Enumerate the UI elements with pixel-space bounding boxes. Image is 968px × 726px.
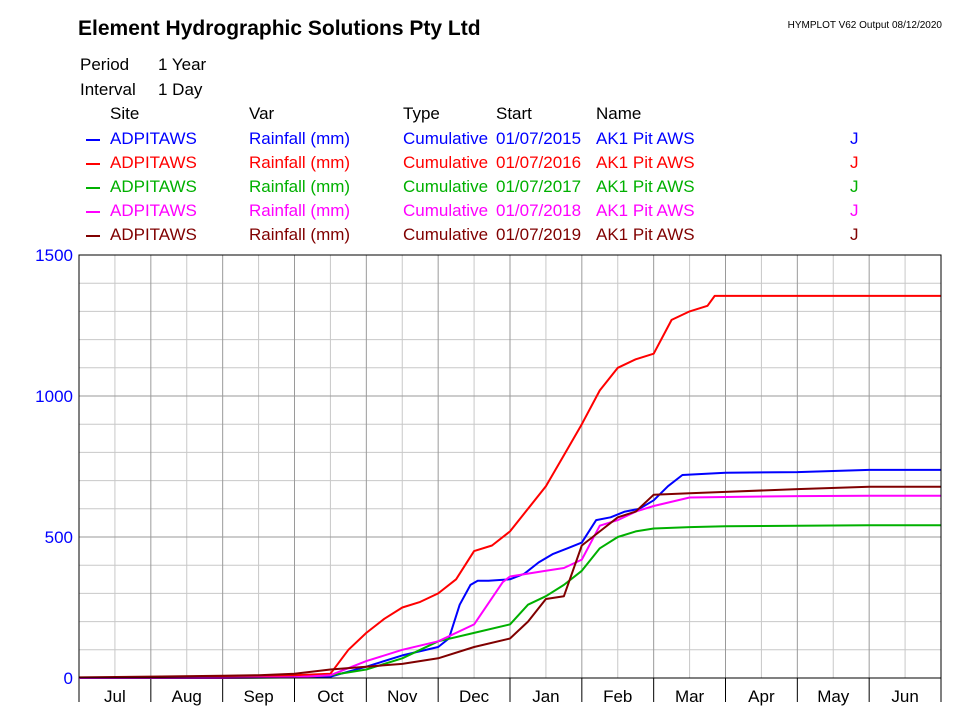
x-tick-label: May [817, 687, 850, 706]
legend-start: 01/07/2017 [496, 177, 582, 196]
legend-swatch [86, 235, 100, 237]
legend-var: Rainfall (mm) [249, 153, 351, 172]
legend-entry: ADPITAWS Rainfall (mm) Cumulative 01/07/201… [0, 225, 968, 249]
x-tick-label: Feb [603, 687, 632, 706]
plot-border [78, 254, 942, 679]
series-line [79, 468, 941, 679]
legend-entry: ADPITAWS Rainfall (mm) Cumulative 01/07/201… [0, 201, 968, 225]
x-tick-label: Dec [459, 687, 490, 706]
period-value: 1 Year [158, 55, 207, 74]
legend-flag: J [850, 225, 859, 244]
legend-type: Cumulative [403, 153, 489, 172]
x-tick-label: Oct [317, 687, 344, 706]
legend-col-start: Start [496, 104, 532, 123]
legend-var: Rainfall (mm) [249, 177, 351, 196]
legend-entry: ADPITAWS Rainfall (mm) Cumulative 01/07/201… [0, 177, 968, 201]
legend-swatch [86, 139, 100, 141]
chart-title: Element Hydrographic Solutions Pty Ltd [78, 17, 481, 40]
legend-var: Rainfall (mm) [249, 201, 351, 220]
legend-entry: ADPITAWS Rainfall (mm) Cumulative 01/07/201… [0, 129, 968, 153]
legend-name: AK1 Pit AWS [596, 153, 695, 172]
y-tick-label: 0 [64, 669, 73, 688]
legend-swatch [86, 163, 100, 165]
legend-site: ADPITAWS [110, 201, 197, 220]
legend-var: Rainfall (mm) [249, 129, 351, 148]
legend-type: Cumulative [403, 129, 489, 148]
legend-header: Site Var Type Start Name [0, 104, 968, 128]
y-tick-label: 500 [45, 528, 73, 547]
legend-start: 01/07/2016 [496, 153, 582, 172]
legend-entry: ADPITAWS Rainfall (mm) Cumulative 01/07/201… [0, 153, 968, 177]
program-version: HYMPLOT V62 Output 08/12/2020 [787, 20, 942, 31]
x-tick-label: Nov [387, 687, 418, 706]
x-tick-label: Aug [172, 687, 202, 706]
x-tick-label: Apr [748, 687, 775, 706]
legend-type: Cumulative [403, 177, 489, 196]
legend-name: AK1 Pit AWS [596, 177, 695, 196]
y-tick-label: 1000 [35, 387, 73, 406]
legend-name: AK1 Pit AWS [596, 201, 695, 220]
period-label: Period [80, 55, 130, 74]
legend-start: 01/07/2015 [496, 129, 582, 148]
legend-col-type: Type [403, 104, 440, 123]
legend-type: Cumulative [403, 225, 489, 244]
legend-site: ADPITAWS [110, 177, 197, 196]
legend-site: ADPITAWS [110, 225, 197, 244]
legend-name: AK1 Pit AWS [596, 225, 695, 244]
interval-value: 1 Day [158, 80, 203, 99]
legend-name: AK1 Pit AWS [596, 129, 695, 148]
legend-col-var: Var [249, 104, 275, 123]
legend-col-name: Name [596, 104, 642, 123]
legend-start: 01/07/2019 [496, 225, 582, 244]
legend-type: Cumulative [403, 201, 489, 220]
legend-swatch [86, 187, 100, 189]
legend-site: ADPITAWS [110, 153, 197, 172]
series-line [78, 485, 941, 679]
legend-flag: J [850, 153, 859, 172]
series-line [79, 494, 941, 679]
legend-swatch [86, 211, 100, 213]
legend-var: Rainfall (mm) [249, 225, 351, 244]
series-line [79, 294, 941, 679]
x-tick-label: Sep [243, 687, 273, 706]
legend-flag: J [850, 129, 859, 148]
legend-flag: J [850, 177, 859, 196]
legend-flag: J [850, 201, 859, 220]
x-tick-label: Mar [675, 687, 705, 706]
legend-site: ADPITAWS [110, 129, 197, 148]
y-tick-label: 1500 [35, 246, 73, 265]
interval-label: Interval [80, 80, 136, 99]
x-tick-label: Jan [532, 687, 559, 706]
x-tick-label: Jun [891, 687, 918, 706]
x-tick-label: Jul [104, 687, 126, 706]
legend-start: 01/07/2018 [496, 201, 582, 220]
legend-col-site: Site [110, 104, 140, 123]
